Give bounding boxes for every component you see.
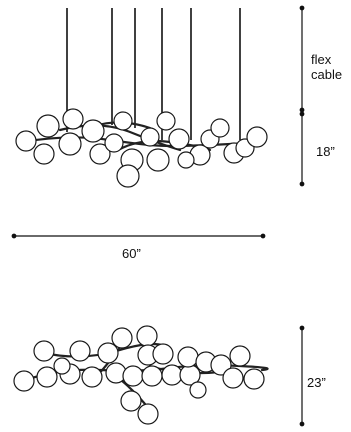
glass-globe xyxy=(152,343,174,365)
glass-globe xyxy=(33,143,55,165)
glass-globe xyxy=(161,364,183,386)
glass-globe xyxy=(69,340,91,362)
glass-globe xyxy=(210,354,232,376)
glass-globe xyxy=(113,111,133,131)
glass-globe xyxy=(156,111,176,131)
glass-globe xyxy=(146,148,170,172)
glass-globe xyxy=(141,365,163,387)
cable-label-line2: cable xyxy=(311,67,343,82)
glass-globe xyxy=(136,325,158,347)
glass-globe xyxy=(140,127,160,147)
glass-globe xyxy=(120,390,142,412)
glass-globe xyxy=(36,366,58,388)
cable-dimension-label: flex cable xyxy=(311,52,351,82)
glass-globe xyxy=(81,119,105,143)
glass-globe xyxy=(246,126,268,148)
glass-globe xyxy=(104,133,124,153)
glass-globe xyxy=(111,327,133,349)
glass-globe xyxy=(15,130,37,152)
width-dimension xyxy=(11,233,266,239)
cable-dimension xyxy=(299,5,305,113)
glass-globe xyxy=(58,132,82,156)
glass-globe xyxy=(122,365,144,387)
glass-globe xyxy=(97,342,119,364)
glass-globe xyxy=(189,381,207,399)
glass-globe xyxy=(53,357,71,375)
glass-globe xyxy=(36,114,60,138)
plan-globes xyxy=(13,325,265,425)
elevation-height-dimension xyxy=(299,111,305,187)
glass-globe xyxy=(168,128,190,150)
glass-globe xyxy=(137,403,159,425)
glass-globe xyxy=(222,367,244,389)
plan-height-label: 23” xyxy=(307,375,326,390)
glass-globe xyxy=(62,108,84,130)
plan-height-dimension xyxy=(299,325,305,427)
glass-globe xyxy=(243,368,265,390)
glass-globe xyxy=(177,151,195,169)
glass-globe xyxy=(116,164,140,188)
glass-globe xyxy=(89,143,111,165)
width-label: 60” xyxy=(122,246,141,261)
glass-globe xyxy=(210,118,230,138)
glass-globe xyxy=(229,345,251,367)
cable-label-line1: flex xyxy=(311,52,332,67)
elevation-globes xyxy=(15,108,268,188)
elevation-height-label: 18” xyxy=(316,144,335,159)
glass-globe xyxy=(13,370,35,392)
glass-globe xyxy=(177,346,199,368)
glass-globe xyxy=(81,366,103,388)
glass-globe xyxy=(33,340,55,362)
